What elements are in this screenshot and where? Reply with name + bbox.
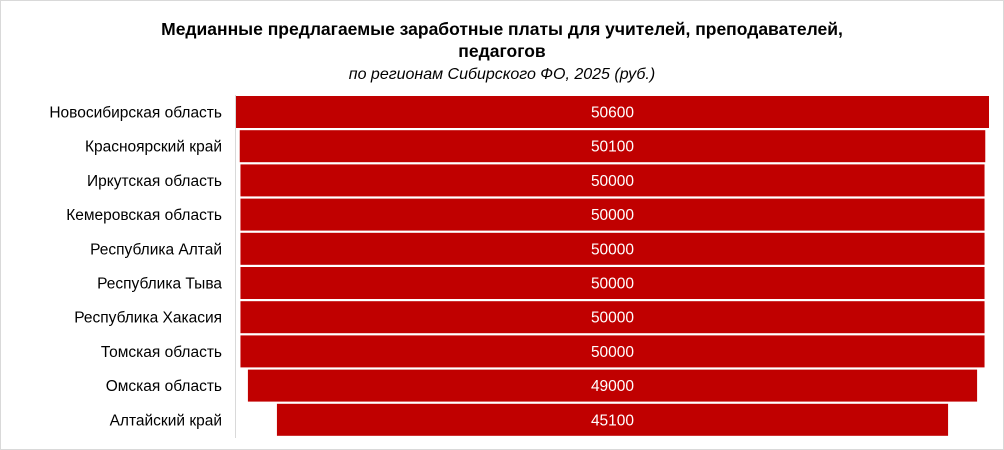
bar <box>240 232 985 265</box>
data-label: 50000 <box>591 344 634 361</box>
bar <box>236 96 989 128</box>
category-label: Томская область <box>101 344 222 361</box>
data-label: 50000 <box>591 276 634 293</box>
category-label: Республика Хакасия <box>74 310 222 327</box>
category-label: Иркутская область <box>87 173 222 190</box>
bar <box>276 403 949 436</box>
chart-subtitle: по регионам Сибирского ФО, 2025 (руб.) <box>348 66 656 83</box>
category-label: Кемеровская область <box>66 207 222 224</box>
data-label: 50000 <box>591 241 634 258</box>
data-label: 50000 <box>591 207 634 224</box>
data-label: 50000 <box>591 310 634 327</box>
bar <box>247 369 978 402</box>
bar <box>240 164 985 197</box>
chart-title-line2: педагогов <box>458 41 546 61</box>
bar <box>240 335 985 368</box>
chart-title-line1: Медианные предлагаемые заработные платы … <box>161 19 843 39</box>
category-label: Алтайский край <box>110 412 222 429</box>
category-label: Омская область <box>106 378 222 395</box>
bar <box>240 198 985 231</box>
bar <box>239 130 986 163</box>
data-label: 50000 <box>591 173 634 190</box>
category-label: Новосибирская область <box>49 105 222 122</box>
bar <box>240 301 985 334</box>
category-label: Республика Тыва <box>97 276 222 293</box>
category-label: Республика Алтай <box>90 241 222 258</box>
data-label: 50600 <box>591 105 634 122</box>
data-label: 49000 <box>591 378 634 395</box>
bar <box>240 267 985 299</box>
data-label: 50100 <box>591 139 634 156</box>
category-label: Красноярский край <box>85 139 222 156</box>
data-label: 45100 <box>591 412 634 429</box>
